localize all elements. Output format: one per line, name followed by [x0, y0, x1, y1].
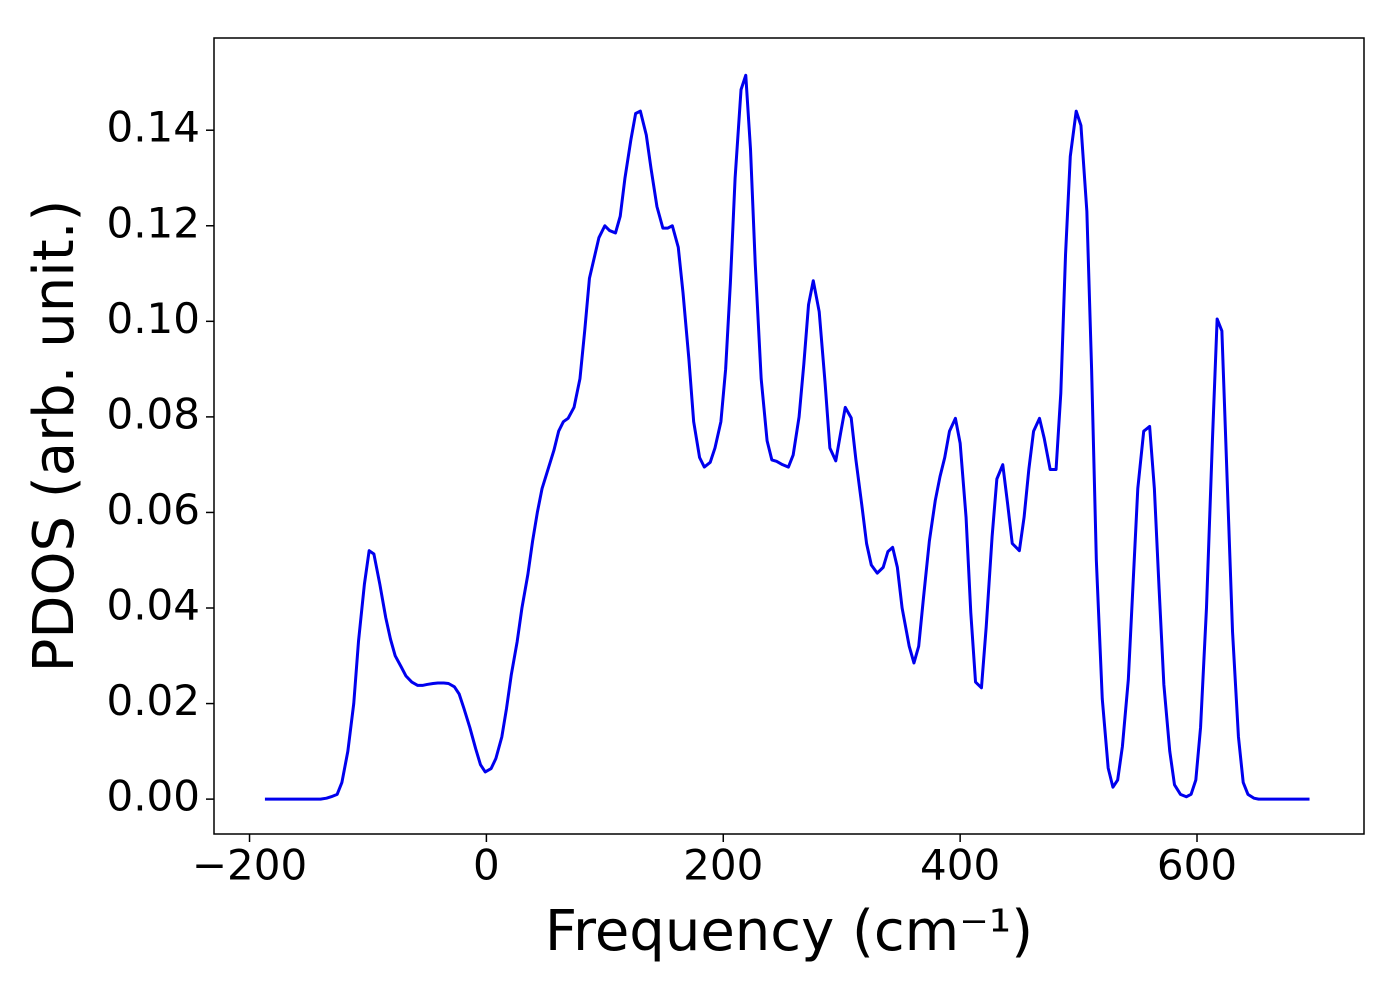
y-tick-label: 0.08 [106, 389, 200, 438]
x-axis-label: Frequency (cm⁻¹) [545, 899, 1033, 964]
x-tick-label: −200 [192, 841, 307, 890]
pdos-line [264, 73, 1310, 801]
y-tick-label: 0.10 [106, 294, 200, 343]
plot-frame [213, 37, 1365, 835]
x-tick-label: 200 [683, 841, 763, 890]
y-tick-label: 0.00 [106, 772, 200, 821]
y-axis-label: PDOS (arb. unit.) [22, 200, 87, 673]
y-tick-label: 0.14 [106, 103, 200, 152]
y-tick-label: 0.02 [106, 676, 200, 725]
y-tick-label: 0.04 [106, 581, 200, 630]
x-tick-label: 0 [473, 841, 500, 890]
y-tick-label: 0.12 [106, 198, 200, 247]
y-tick-label: 0.06 [106, 485, 200, 534]
x-tick-label: 600 [1157, 841, 1237, 890]
x-tick-label: 400 [920, 841, 1000, 890]
